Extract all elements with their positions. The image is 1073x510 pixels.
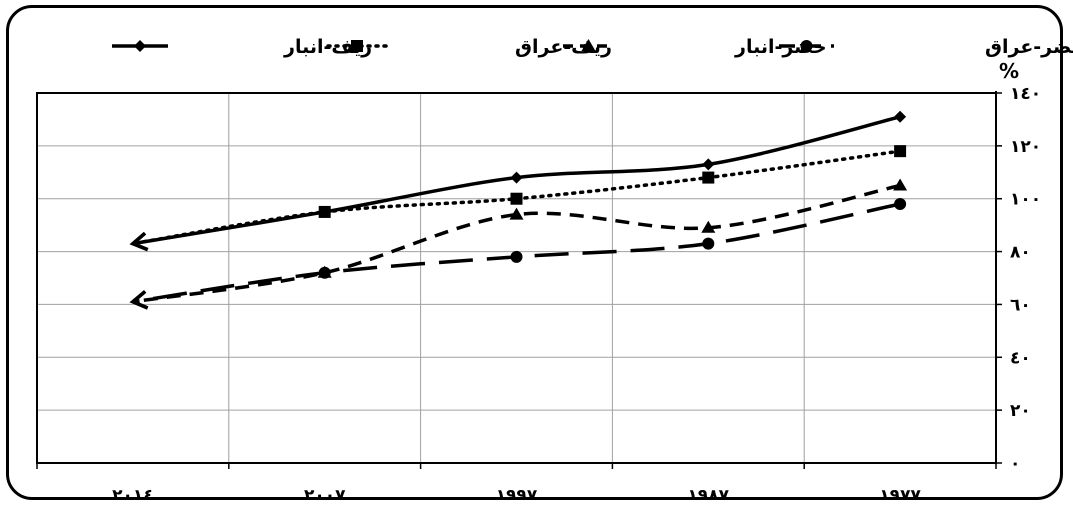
plot-background — [37, 93, 996, 463]
legend-label: ريف-انبار — [283, 36, 372, 58]
legend-marker — [800, 40, 813, 52]
data-point — [702, 171, 715, 184]
legend-marker — [581, 39, 596, 51]
data-point — [894, 110, 907, 123]
data-point — [701, 220, 716, 233]
data-point — [318, 205, 331, 218]
data-point — [509, 207, 524, 220]
legend-label: حضر-انبار — [734, 36, 827, 58]
data-point — [510, 171, 523, 184]
legend-marker — [351, 40, 363, 52]
series-line — [132, 183, 901, 304]
plot-area — [37, 93, 996, 463]
y-tick-label: ٦٠ — [1010, 295, 1031, 315]
y-axis-tick-labels: ٠ ٢٠ ٤٠ ٦٠ ٨٠ ١٠٠ ١٢٠ ١٤٠ — [1010, 84, 1041, 474]
y-tick-label: ٤٠ — [1010, 348, 1031, 368]
data-point-arrow — [129, 231, 149, 252]
series-4 — [129, 110, 907, 252]
legend: حضر-عراق حضر-انبار ريف-عراق ريف-انبار — [112, 36, 1073, 58]
y-tick-label: ١٠٠ — [1010, 190, 1041, 210]
y-tick-label: ٨٠ — [1010, 243, 1031, 263]
x-axis-tick-labels: ١٩٧٧ ١٩٨٧ ١٩٩٧ ٢٠٠٧ ٢٠١٤ — [112, 486, 921, 506]
x-tick-label: ١٩٩٧ — [496, 486, 538, 506]
axes — [36, 91, 1002, 469]
legend-entry: ريف-انبار — [112, 36, 372, 58]
y-tick-label: ١٢٠ — [1010, 137, 1041, 157]
series-2 — [129, 178, 908, 310]
data-point — [702, 237, 715, 250]
legend-entry: ريف-عراق — [326, 36, 612, 58]
y-tick-label: ١٤٠ — [1010, 84, 1041, 104]
data-point-arrow — [129, 290, 149, 310]
data-point — [317, 265, 332, 278]
legend-label: حضر-عراق — [985, 36, 1073, 58]
x-tick-label: ٢٠٠٧ — [304, 486, 346, 506]
data-point — [510, 192, 523, 205]
legend-label: ريف-عراق — [515, 36, 612, 58]
legend-entry: حضر-انبار — [563, 36, 827, 58]
y-tick-label: ٠ — [1010, 454, 1020, 474]
y-tick-label: ٢٠ — [1010, 401, 1031, 421]
data-point — [894, 145, 907, 158]
data-point — [893, 178, 908, 191]
x-tick-label: ١٩٨٧ — [688, 486, 730, 506]
legend-entry: حضر-عراق — [779, 36, 1073, 58]
x-tick-label: ٢٠١٤ — [112, 486, 154, 506]
series-1 — [129, 198, 907, 310]
legend-marker — [134, 40, 146, 52]
data-point — [510, 250, 523, 263]
data-point — [702, 158, 715, 171]
data-point — [894, 198, 907, 210]
x-tick-label: ١٩٧٧ — [879, 486, 921, 506]
series-layer — [129, 110, 908, 310]
y-axis-unit: % — [999, 59, 1019, 83]
